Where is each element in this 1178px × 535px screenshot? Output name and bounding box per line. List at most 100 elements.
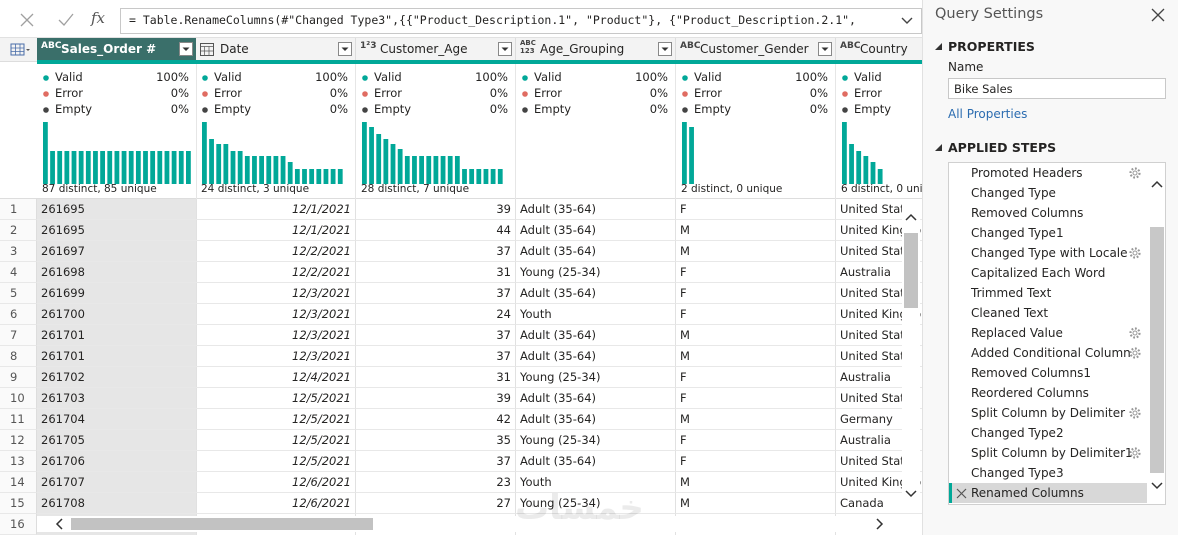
table-cell[interactable]: Young (25-34) <box>516 367 676 388</box>
table-cell[interactable]: 39 <box>356 388 516 409</box>
table-cell[interactable]: F <box>676 283 836 304</box>
table-cell[interactable]: United States <box>836 325 922 346</box>
table-cell[interactable]: 12/5/2021 <box>196 430 356 451</box>
table-cell[interactable]: 12/5/2021 <box>196 451 356 472</box>
table-cell[interactable]: 12/2/2021 <box>196 262 356 283</box>
table-cell[interactable]: Australia <box>836 430 922 451</box>
table-cell[interactable]: M <box>676 220 836 241</box>
table-cell[interactable]: 261708 <box>37 493 197 514</box>
table-cell[interactable]: M <box>676 493 836 514</box>
table-cell[interactable]: Adult (35-64) <box>516 346 676 367</box>
applied-step[interactable]: Trimmed Text <box>971 286 1052 300</box>
applied-step[interactable]: Changed Type1 <box>971 226 1064 240</box>
table-cell[interactable]: United States <box>836 199 922 220</box>
column-header[interactable] <box>356 38 516 60</box>
table-cell[interactable]: 27 <box>356 493 516 514</box>
table-cell[interactable]: 261706 <box>37 451 197 472</box>
table-cell[interactable]: 12/3/2021 <box>196 283 356 304</box>
table-cell[interactable]: 261701 <box>37 325 197 346</box>
table-cell[interactable]: 261699 <box>37 283 197 304</box>
table-cell[interactable]: 261702 <box>37 367 197 388</box>
table-cell[interactable]: 12/6/2021 <box>196 493 356 514</box>
step-settings-gear[interactable] <box>1129 327 1141 339</box>
table-cell[interactable]: 12/3/2021 <box>196 304 356 325</box>
column-header[interactable] <box>196 38 356 60</box>
cancel-icon[interactable] <box>20 13 34 27</box>
table-cell[interactable]: Adult (35-64) <box>516 283 676 304</box>
table-cell[interactable]: United States <box>836 388 922 409</box>
column-filter-button[interactable] <box>818 42 832 56</box>
applied-step[interactable]: Promoted Headers <box>971 166 1083 180</box>
table-cell[interactable]: 37 <box>356 283 516 304</box>
table-cell[interactable]: Adult (35-64) <box>516 409 676 430</box>
table-cell[interactable]: 261701 <box>37 346 197 367</box>
table-cell[interactable]: 12/1/2021 <box>196 220 356 241</box>
step-settings-gear[interactable] <box>1129 347 1141 359</box>
table-cell[interactable]: F <box>676 388 836 409</box>
table-cell[interactable]: 261707 <box>37 472 197 493</box>
table-cell[interactable]: F <box>676 430 836 451</box>
column-name[interactable]: Customer_Age <box>380 42 468 56</box>
table-cell[interactable]: M <box>676 472 836 493</box>
table-cell[interactable]: 37 <box>356 346 516 367</box>
column-filter-button[interactable] <box>179 42 193 56</box>
column-filter-button[interactable] <box>498 42 512 56</box>
column-filter-button[interactable] <box>338 42 352 56</box>
table-cell[interactable]: 44 <box>356 220 516 241</box>
all-properties-link[interactable]: All Properties <box>948 107 1028 121</box>
column-header[interactable] <box>836 38 922 60</box>
table-cell[interactable]: 261698 <box>37 262 197 283</box>
step-settings-gear[interactable] <box>1129 407 1141 419</box>
applied-step[interactable]: Reordered Columns <box>971 386 1089 400</box>
column-name[interactable]: Country <box>860 42 908 56</box>
table-cell[interactable]: United States <box>836 283 922 304</box>
applied-step[interactable]: Added Conditional Column <box>971 346 1131 360</box>
applied-step[interactable]: Split Column by Delimiter <box>971 406 1126 420</box>
applied-step[interactable]: Cleaned Text <box>971 306 1049 320</box>
table-cell[interactable]: M <box>676 346 836 367</box>
table-cell[interactable]: M <box>676 409 836 430</box>
table-cell[interactable]: Young (25-34) <box>516 493 676 514</box>
column-header[interactable] <box>676 38 836 60</box>
table-cell[interactable]: 42 <box>356 409 516 430</box>
column-name[interactable]: Age_Grouping <box>540 42 625 56</box>
table-cell[interactable]: Youth <box>516 304 676 325</box>
table-cell[interactable]: 24 <box>356 304 516 325</box>
table-cell[interactable]: 261697 <box>37 241 197 262</box>
table-cell[interactable]: M <box>676 241 836 262</box>
applied-step[interactable]: Split Column by Delimiter1 <box>971 446 1133 460</box>
table-cell[interactable]: 261705 <box>37 430 197 451</box>
step-settings-gear[interactable] <box>1129 167 1141 179</box>
table-cell[interactable]: 12/5/2021 <box>196 388 356 409</box>
table-cell[interactable]: 261695 <box>37 199 197 220</box>
table-cell[interactable]: Young (25-34) <box>516 262 676 283</box>
table-cell[interactable]: 31 <box>356 262 516 283</box>
column-name[interactable]: Customer_Gender <box>700 42 809 56</box>
table-cell[interactable]: F <box>676 367 836 388</box>
table-cell[interactable]: 23 <box>356 472 516 493</box>
table-cell[interactable]: 39 <box>356 199 516 220</box>
table-cell[interactable]: 261703 <box>37 388 197 409</box>
applied-step[interactable]: Removed Columns <box>971 206 1084 220</box>
table-cell[interactable]: 12/6/2021 <box>196 472 356 493</box>
close-pane[interactable] <box>1151 8 1165 22</box>
table-cell[interactable]: United States <box>836 241 922 262</box>
step-settings-gear[interactable] <box>1129 247 1141 259</box>
commit-icon[interactable] <box>58 13 74 27</box>
applied-step[interactable]: Changed Type3 <box>971 466 1064 480</box>
delete-step[interactable] <box>956 488 967 499</box>
table-cell[interactable]: 12/1/2021 <box>196 199 356 220</box>
fx-label[interactable]: fx <box>91 9 106 27</box>
table-cell[interactable]: United Kingdom <box>836 304 922 325</box>
column-filter-button[interactable] <box>658 42 672 56</box>
table-cell[interactable]: 35 <box>356 430 516 451</box>
table-cell[interactable]: F <box>676 451 836 472</box>
table-cell[interactable]: Adult (35-64) <box>516 220 676 241</box>
table-cell[interactable]: 37 <box>356 451 516 472</box>
table-cell[interactable]: 12/3/2021 <box>196 346 356 367</box>
table-cell[interactable]: Canada <box>836 493 922 514</box>
table-cell[interactable]: 12/2/2021 <box>196 241 356 262</box>
step-settings-gear[interactable] <box>1129 447 1141 459</box>
table-cell[interactable]: Adult (35-64) <box>516 325 676 346</box>
column-name[interactable]: Sales_Order # <box>61 42 157 56</box>
